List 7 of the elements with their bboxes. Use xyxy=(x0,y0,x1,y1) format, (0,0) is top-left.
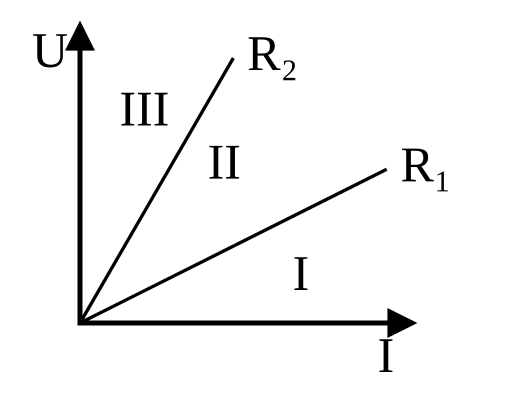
series-label: R₁ xyxy=(402,148,448,192)
annotation: II xyxy=(209,146,240,179)
annotation: I xyxy=(294,257,308,290)
annotation: III xyxy=(121,92,168,126)
x-axis-title: I xyxy=(379,339,392,372)
series-label: R₂ xyxy=(248,37,296,80)
y-axis-title: U xyxy=(33,34,68,68)
